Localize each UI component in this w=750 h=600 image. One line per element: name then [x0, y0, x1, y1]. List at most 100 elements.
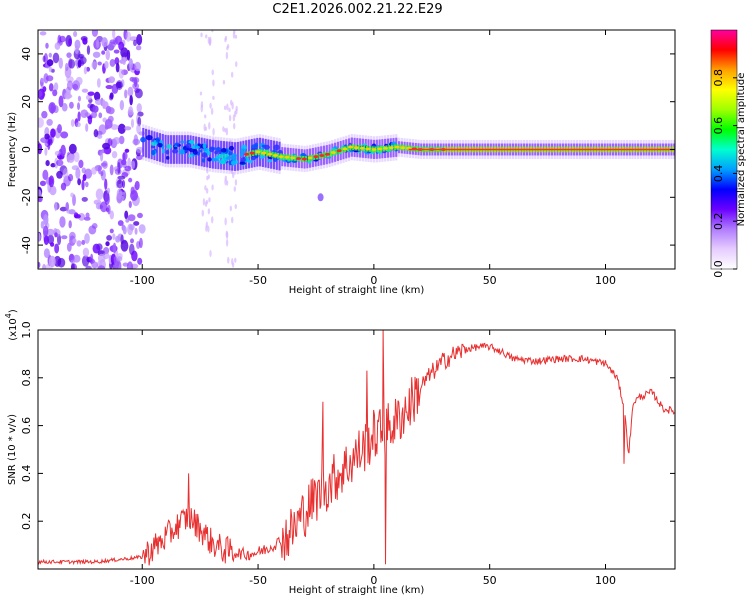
heatmap-noise-blob	[105, 241, 110, 247]
heatmap-noise-blob	[131, 250, 138, 262]
heatmap-streak-blob	[202, 198, 206, 206]
heatmap-noise-blob	[85, 94, 92, 101]
heatmap-noise-blob	[92, 51, 101, 58]
heatmap-noise-blob	[50, 128, 56, 138]
heatmap-noise-blob	[108, 76, 116, 84]
heatmap-noise-blob	[38, 261, 41, 268]
heatmap-streak-blob	[232, 171, 235, 179]
heatmap-noise-blob	[43, 73, 49, 84]
heatmap-noise-blob	[115, 235, 121, 243]
heatmap-noise-blob	[81, 239, 86, 245]
heatmap-ridge-core	[335, 148, 338, 155]
heatmap-noise-blob	[109, 92, 114, 100]
heatmap-noise-blob	[97, 61, 102, 66]
heatmap-noise-blob	[70, 259, 76, 264]
heatmap-noise-blob	[83, 66, 88, 75]
heatmap-band-blob	[201, 152, 208, 158]
page-title: C2E1.2026.002.21.22.E29	[272, 2, 443, 17]
heatmap-noise-blob	[76, 240, 82, 247]
heatmap-noise-blob	[99, 201, 108, 213]
colorbar-tick-label: 0.6	[712, 117, 725, 135]
heatmap-noise-blob	[48, 66, 53, 73]
heatmap-hotspot	[261, 151, 267, 155]
heatmap-streak-blob	[231, 261, 235, 268]
heatmap-streak-blob	[207, 36, 211, 44]
heatmap-xtick-label: 100	[595, 274, 616, 287]
heatmap-hotspot	[342, 147, 348, 151]
heatmap-ridge-core	[329, 150, 333, 157]
heatmap-band-blob	[185, 142, 192, 149]
heatmap-streak-blob	[228, 114, 232, 122]
heatmap-noise-blob	[43, 248, 50, 259]
heatmap-noise-blob	[91, 30, 99, 37]
heatmap-streak-blob	[222, 80, 226, 85]
heatmap-hotspot	[377, 147, 383, 151]
heatmap-noise-blob	[58, 57, 63, 69]
heatmap-band-blob	[226, 156, 233, 160]
heatmap-noise-blob	[77, 111, 81, 122]
heatmap-noise-blob	[47, 234, 55, 245]
heatmap-streak-blob	[230, 71, 234, 78]
heatmap-noise-blob	[109, 58, 116, 67]
heatmap-noise-blob	[91, 61, 98, 69]
heatmap-noise-blob	[103, 247, 110, 255]
heatmap-noise-blob	[71, 165, 79, 171]
heatmap-noise-blob	[95, 188, 104, 200]
heatmap-noise-blob	[128, 224, 135, 231]
line-xtick-label: -50	[249, 574, 267, 587]
heatmap-noise-blob	[56, 233, 62, 246]
heatmap-band-blob	[217, 160, 225, 164]
heatmap-noise-blob	[75, 76, 83, 86]
heatmap-streak-blob	[206, 175, 209, 181]
heatmap-noise-blob	[87, 115, 93, 125]
heatmap-band-blob	[184, 149, 189, 153]
heatmap-noise-blob	[78, 56, 87, 65]
heatmap-band-blob	[166, 144, 172, 150]
heatmap-noise-blob	[133, 77, 138, 88]
heatmap-band-blob	[174, 142, 180, 146]
heatmap-noise-blob	[130, 118, 135, 128]
heatmap-noise-blob	[93, 129, 99, 138]
heatmap-band	[164, 134, 167, 164]
heatmap-noise-blob	[65, 202, 70, 212]
heatmap-band	[214, 140, 217, 169]
line-xlabel: Height of straight line (km)	[289, 585, 425, 596]
heatmap-noise-blob	[42, 169, 49, 181]
heatmap-noise-blob	[101, 50, 106, 55]
heatmap-noise-blob	[113, 49, 120, 54]
heatmap-streak-blob	[232, 114, 236, 122]
heatmap-streak-blob	[201, 209, 204, 217]
heatmap-noise-blob	[139, 237, 143, 249]
heatmap-noise-blob	[115, 62, 120, 73]
heatmap-noise-blob	[96, 78, 101, 88]
heatmap-band-blob	[231, 160, 237, 166]
heatmap-noise-blob	[118, 41, 125, 51]
heatmap-band	[153, 131, 156, 161]
heatmap-noise-blob	[133, 221, 140, 226]
heatmap-hotspot	[388, 146, 394, 150]
heatmap-streak-blob	[234, 34, 238, 39]
heatmap-band-blob	[261, 144, 265, 148]
heatmap-band-blob	[221, 147, 227, 153]
heatmap-noise-blob	[117, 175, 126, 180]
heatmap-streak-blob	[200, 32, 203, 38]
heatmap-ridge-core	[271, 151, 274, 158]
heatmap-noise-blob	[42, 225, 49, 237]
heatmap-streak-blob	[212, 79, 215, 87]
heatmap-hotspot	[284, 155, 290, 159]
heatmap-noise-blob	[80, 109, 89, 118]
heatmap-hotspot	[319, 154, 325, 157]
heatmap-noise-blob	[109, 164, 114, 176]
heatmap-noise-blob	[127, 86, 134, 97]
heatmap-noise-blob	[66, 52, 72, 58]
heatmap-band-blob	[240, 148, 246, 154]
heatmap-ridge-core	[352, 144, 355, 151]
heatmap-noise-blob	[96, 134, 103, 139]
heatmap-noise-blob	[39, 180, 46, 187]
heatmap-streak-blob	[200, 104, 203, 113]
heatmap-band-blob	[247, 159, 253, 164]
heatmap-band-blob	[331, 148, 337, 151]
heatmap-noise-blob	[66, 80, 74, 91]
heatmap-ytick-label: 40	[20, 47, 33, 61]
